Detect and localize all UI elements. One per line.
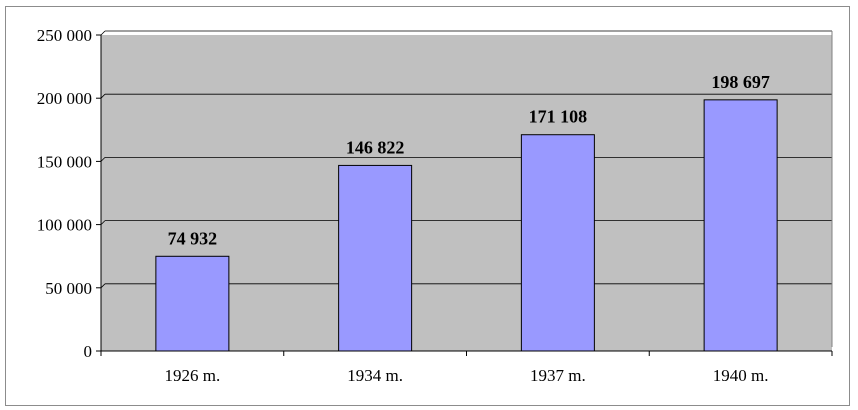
x-tick-label: 1940 m. [713,366,769,385]
bar [703,99,778,352]
bar [155,255,230,352]
data-label: 74 932 [168,228,218,248]
y-tick-label: 200 000 [37,89,92,108]
gridline-offset [100,157,106,162]
y-tick-label: 50 000 [45,279,92,298]
data-label: 198 697 [711,72,770,92]
plot-area: 0 50 000 100 000 150 000 200 000 250 000 74 93… [37,26,833,385]
data-label: 171 108 [529,107,588,127]
data-label: 146 822 [346,137,405,157]
gridline-offset [100,283,106,289]
y-tick-label: 0 [84,342,93,361]
bar [338,164,413,352]
x-tick-label: 1926 m. [165,366,221,385]
gridline-offset [100,220,106,225]
y-tick-label: 100 000 [37,216,92,235]
bar [520,134,595,352]
gridline-offset [100,30,106,36]
y-tick-label: 250 000 [37,26,92,45]
x-tick-label: 1934 m. [347,366,403,385]
y-tick-label: 150 000 [37,152,92,171]
gridline-offset [100,93,106,99]
x-tick-label: 1937 m. [530,366,586,385]
